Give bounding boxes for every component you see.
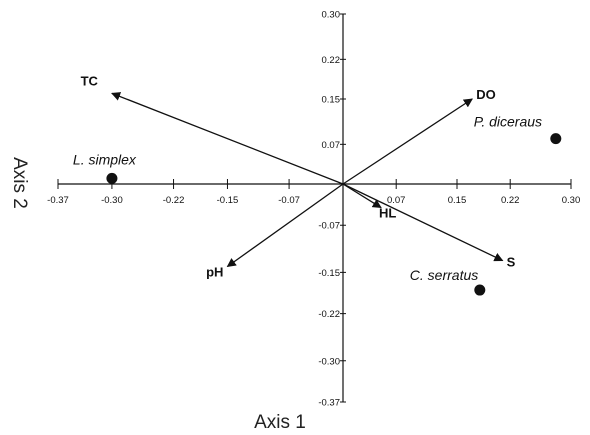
species-label: P. diceraus	[474, 114, 542, 130]
y-tick-label: -0.30	[318, 356, 340, 367]
y-tick-label: 0.07	[322, 140, 341, 151]
species-point	[550, 133, 562, 145]
vector-arrow-ph	[226, 183, 344, 268]
y-tick-label: 0.22	[322, 55, 341, 66]
species-point	[474, 284, 486, 296]
x-tick-label: 0.15	[448, 195, 467, 206]
vector-arrow-hl	[342, 183, 382, 209]
x-tick-label: -0.22	[163, 195, 185, 206]
y-tick-label: -0.15	[318, 268, 340, 279]
vector-label-hl: HL	[379, 206, 396, 221]
x-tick-label: -0.07	[278, 195, 300, 206]
x-tick-label: -0.37	[47, 195, 69, 206]
x-tick-label: 0.22	[501, 195, 520, 206]
x-tick-label: -0.30	[101, 195, 123, 206]
vector-label-tc: TC	[81, 73, 99, 88]
y-tick-label: 0.30	[322, 10, 341, 21]
x-tick-label: 0.07	[387, 195, 406, 206]
species-points: L. simplex P. diceraus C. serratus	[73, 114, 562, 296]
environmental-vectors: TC DO HL SpH	[81, 73, 516, 279]
vector-arrow-s	[342, 183, 504, 262]
y-tick-label: -0.07	[318, 221, 340, 232]
x-tick-label: 0.30	[562, 195, 581, 206]
x-axis-title: Axis 1	[254, 412, 306, 433]
species-label: C. serratus	[410, 267, 478, 283]
species-label: L. simplex	[73, 151, 137, 167]
y-tick-label: -0.22	[318, 309, 340, 320]
y-tick-label: -0.37	[318, 398, 340, 409]
y-tick-label: 0.15	[322, 95, 341, 106]
vector-label-s: S	[507, 255, 516, 270]
x-tick-label: -0.15	[217, 195, 239, 206]
vector-label-ph: pH	[206, 264, 223, 279]
vector-label-do: DO	[476, 87, 496, 102]
axes: -0.37 -0.30 -0.22 -0.15 -0.07 0.07 0.15 0.22 0.3…	[47, 10, 580, 409]
vector-arrow-do	[342, 98, 473, 185]
species-point	[106, 172, 118, 184]
vector-arrow-tc	[111, 92, 344, 185]
y-axis-title: Axis 2	[9, 157, 30, 209]
